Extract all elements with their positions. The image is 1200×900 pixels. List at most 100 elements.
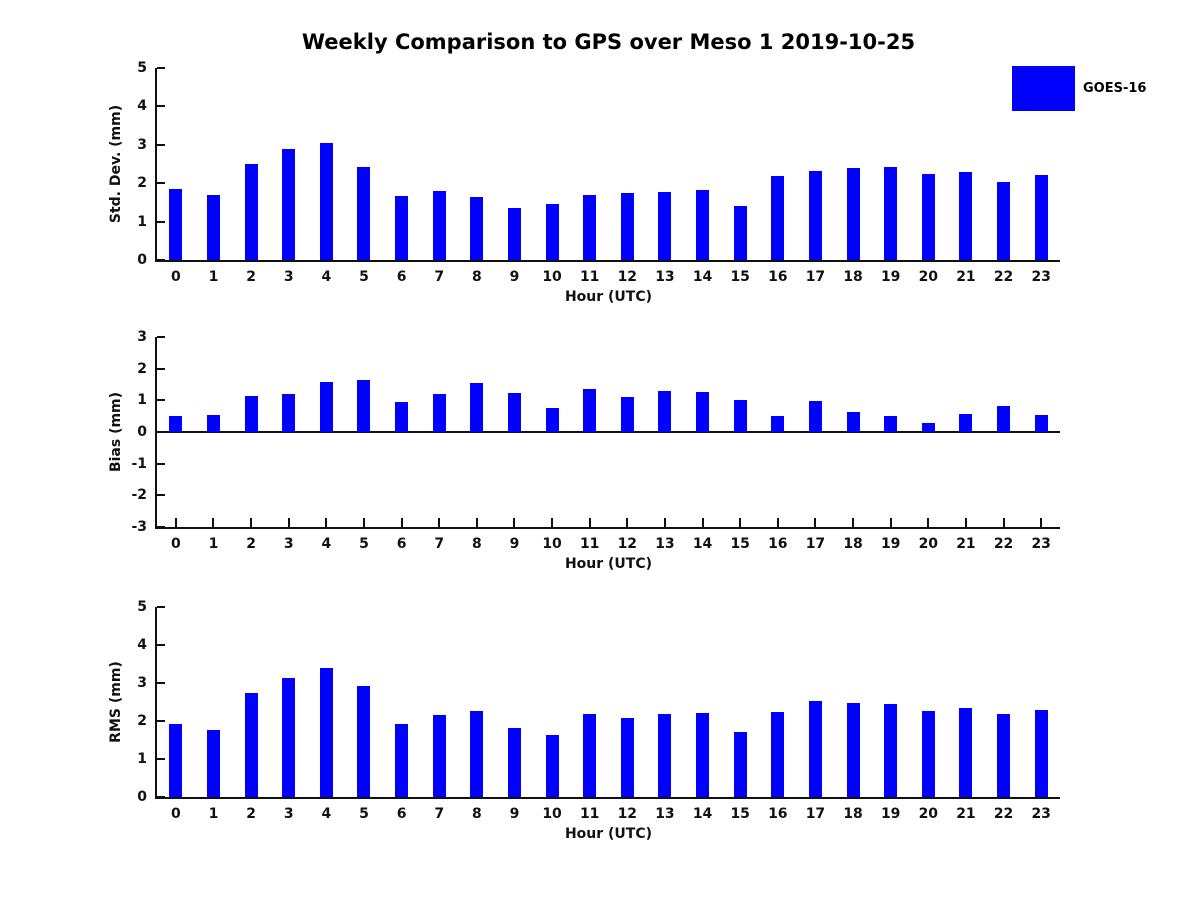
bar [432,394,446,432]
y-tick-label: -3 [131,519,147,535]
x-tick-label: 10 [542,269,562,285]
bar [846,411,860,432]
bar [507,727,521,797]
x-tick-label: 11 [579,806,600,822]
bar [583,714,597,797]
y-tick-mark [157,682,165,684]
x-tick-mark [701,518,704,527]
x-tick-mark [663,518,666,527]
x-tick-mark [174,518,177,527]
x-tick-label: 14 [692,536,713,552]
bar [733,732,747,797]
bar [696,391,710,432]
bar [206,194,220,260]
bar [884,166,898,260]
bar [808,701,822,797]
x-tick-label: 8 [471,269,482,285]
bar [244,164,258,260]
bar [395,401,409,432]
bar [545,203,559,260]
bar [507,393,521,432]
x-tick-mark [588,518,591,527]
bar [846,703,860,797]
x-tick-label: 0 [170,806,181,822]
bar [921,422,935,432]
bar [357,166,371,260]
y-axis-spine [155,337,157,527]
bar [432,714,446,797]
x-tick-label: 9 [509,536,520,552]
x-tick-label: 17 [805,269,826,285]
bar [470,711,484,797]
bar [997,713,1011,797]
y-tick-label: 0 [137,252,147,268]
x-tick-mark [400,518,403,527]
bar [620,717,634,797]
y-tick-label: 1 [137,213,147,230]
y-axis-spine [155,68,157,260]
y-tick-mark [157,220,165,223]
plot-area: -3 -2 -1 0 1 2 3 0 1 2 3 4 5 6 7 8 9 10 11 12 13 14 15 16 17 18 19… [131,329,1060,552]
bar [620,397,634,432]
bar [658,191,672,260]
x-tick-label: 23 [1031,269,1051,285]
x-tick-mark [1040,518,1043,527]
x-tick-label: 20 [918,269,939,285]
y-tick-mark [157,462,165,465]
bar [282,394,296,432]
y-tick-label: 5 [137,60,147,76]
x-tick-mark [814,518,817,527]
bar [507,207,521,260]
x-tick-label: 21 [956,806,976,822]
x-axis-label: Hour (UTC) [564,556,653,572]
bar [658,714,672,797]
x-tick-label: 22 [993,269,1014,285]
x-tick-label: 11 [579,536,600,552]
x-tick-mark [852,518,855,527]
x-tick-label: 13 [655,269,675,285]
bar [997,406,1011,432]
x-tick-label: 9 [509,806,520,822]
x-tick-label: 15 [730,806,750,822]
x-tick-label: 0 [170,269,181,285]
bar [395,196,409,260]
x-tick-label: 1 [208,806,219,822]
x-tick-label: 9 [509,269,520,285]
x-tick-label: 12 [617,806,638,822]
y-tick-mark [157,367,165,370]
bias-subplot: Bias (mm) -3 -2 -1 0 1 2 3 0 1 2 3 4 5 6 7 8 9 10 11 12 13 14… [0,329,1200,572]
x-tick-mark [475,518,478,527]
y-tick-label: 4 [137,637,147,653]
bar [169,188,183,260]
bar [997,182,1011,260]
bar [696,190,710,260]
y-tick-mark [157,67,165,69]
x-tick-mark [626,518,629,527]
bar [808,170,822,260]
chart-title: Weekly Comparison to GPS over Meso 1 201… [301,30,916,54]
x-tick-label: 20 [918,806,939,822]
x-axis-spine [155,797,1060,799]
bar [1034,414,1048,432]
bar [921,173,935,260]
x-tick-label: 17 [805,536,826,552]
bar [319,667,333,797]
x-tick-label: 6 [396,269,407,285]
bar [620,192,634,260]
x-tick-label: 2 [246,536,256,552]
bar [658,390,672,432]
x-tick-label: 14 [692,806,713,822]
bar [733,400,747,432]
bar [395,723,409,797]
y-tick-label: 4 [137,98,147,115]
x-tick-mark [438,518,441,527]
x-tick-label: 10 [542,536,562,552]
y-tick-label: 2 [137,175,147,192]
y-tick-mark [157,526,165,528]
zero-line [157,431,1060,433]
plot-area: 0 1 2 3 4 5 0 1 2 3 4 5 6 7 8 9 10 11 12 13 14 15 16 17 18 19 20 21… [137,599,1060,822]
x-tick-mark [1002,518,1005,527]
x-tick-mark [325,518,328,527]
bar [921,711,935,797]
bar [169,415,183,432]
